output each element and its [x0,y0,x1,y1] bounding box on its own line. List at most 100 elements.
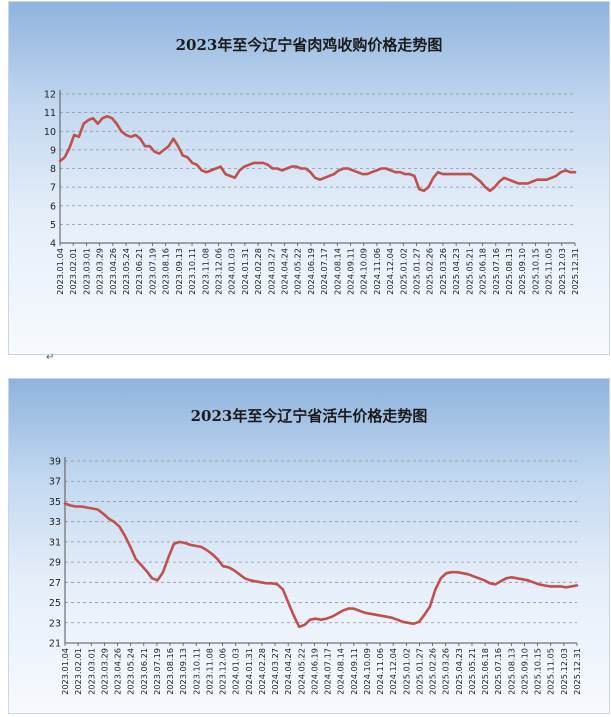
x-tick-label: 2024.04.24 [279,248,289,295]
x-tick-label: 2024.07.17 [323,648,333,695]
x-tick-label: 2023.10.11 [191,648,201,695]
x-tick-label: 2024.09.11 [349,648,359,695]
x-tick-label: 2025.04.23 [454,648,464,695]
x-tick-label: 2025.12.03 [559,648,569,695]
x-tick-label: 2023.02.01 [73,648,83,695]
x-tick-label: 2024.03.27 [266,248,276,295]
x-tick-label: 2025.06.18 [480,648,490,695]
x-tick-label: 2023.08.16 [161,248,171,295]
x-tick-label: 2024.01.03 [227,248,237,295]
x-tick-label: 2023.09.13 [178,648,188,695]
x-tick-label: 2025.06.18 [478,248,488,295]
x-tick-label: 2023.02.01 [68,248,78,295]
x-tick-label: 2024.05.22 [296,648,306,695]
x-tick-label: 2025.08.13 [504,248,514,295]
x-tick-label: 2025.09.10 [519,648,529,695]
chicken-chart-title: 2023年至今辽宁省肉鸡收购价格走势图 [176,36,443,54]
y-tick-label: 29 [49,558,61,569]
price-series-line [63,502,579,629]
x-tick-label: 2023.08.16 [165,648,175,695]
paragraph-mark: ↵ [46,352,55,363]
x-tick-label: 2024.04.24 [283,648,293,695]
y-tick-label: 39 [49,457,61,468]
x-tick-label: 2024.11.06 [375,648,385,695]
x-tick-label: 2025.01.02 [398,248,408,295]
cattle-price-chart: 2023年至今辽宁省活牛价格走势图 21 23 25 27 29 31 33 35 37 39 20… [49,407,582,695]
x-tick-label: 2025.01.27 [414,648,424,695]
y-tick-label: 9 [50,145,56,156]
x-tick-label: 2025.01.27 [412,248,422,295]
x-tick-label: 2025.09.10 [517,248,527,295]
y-tick-label: 23 [49,618,61,629]
x-tick-label: 2024.06.19 [306,248,316,295]
x-tick-label: 2023.06.21 [139,648,149,695]
x-tick-label: 2023.12.06 [213,248,223,295]
y-tick-label: 7 [50,183,56,194]
x-tick-label: 2024.12.04 [385,248,395,295]
x-tick-label: 2025.02.26 [428,648,438,695]
x-tick-label: 2024.10.09 [359,248,369,295]
cattle-price-chart-panel: 2023年至今辽宁省活牛价格走势图 21 23 25 27 29 31 33 35 37 39 20… [8,378,610,714]
x-tick-label: 2024.01.03 [231,648,241,695]
x-tick-label: 2025.12.03 [557,248,567,295]
x-tick-label: 2025.08.13 [506,648,516,695]
x-tick-label: 2025.05.21 [464,248,474,295]
y-tick-label: 12 [44,90,56,101]
x-tick-label: 2024.07.17 [319,248,329,295]
x-tick-label: 2023.01.04 [60,648,70,695]
x-tick-label: 2023.12.06 [218,648,228,695]
x-tick-label: 2023.03.29 [99,648,109,695]
y-tick-label: 21 [49,639,61,650]
chicken-price-chart-panel: 2023年至今辽宁省肉鸡收购价格走势图 4 5 6 7 8 9 10 11 12 2023.01.… [8,1,610,355]
x-tick-label: 2023.03.29 [95,248,105,295]
x-tick-label: 2023.07.19 [147,248,157,295]
x-tick-label: 2023.03.01 [81,248,91,295]
x-tick-label: 2025.03.26 [441,648,451,695]
x-tick-label: 2025.02.26 [425,248,435,295]
x-tick-label: 2023.11.08 [204,648,214,695]
x-tick-label: 2025.05.21 [467,648,477,695]
x-tick-label: 2025.12.31 [572,648,582,695]
x-tick-label: 2023.01.04 [55,248,65,295]
x-tick-label: 2024.02.28 [253,248,263,295]
y-tick-label: 37 [49,477,61,488]
x-tick-label: 2023.05.24 [121,248,131,295]
y-tick-label: 8 [50,164,56,175]
x-tick-label: 2024.06.19 [309,648,319,695]
y-tick-label: 5 [50,220,56,231]
y-tick-label: 11 [44,108,56,119]
x-tick-label: 2025.10.15 [533,648,543,695]
y-tick-label: 25 [49,598,61,609]
x-tick-label: 2024.01.31 [240,248,250,295]
x-tick-label: 2024.01.31 [244,648,254,695]
x-tick-label: 2023.09.13 [174,248,184,295]
x-tick-label: 2025.04.23 [451,248,461,295]
x-tick-label: 2024.05.22 [293,248,303,295]
x-tick-label: 2025.07.16 [493,648,503,695]
y-tick-label: 10 [44,127,56,138]
x-tick-label: 2025.03.26 [438,248,448,295]
x-tick-label: 2023.06.21 [134,248,144,295]
cattle-chart-title: 2023年至今辽宁省活牛价格走势图 [191,407,428,425]
chicken-price-chart: 2023年至今辽宁省肉鸡收购价格走势图 4 5 6 7 8 9 10 11 12 2023.01.… [44,36,580,295]
y-tick-label: 6 [50,201,56,212]
x-tick-label: 2024.09.11 [346,248,356,295]
x-tick-label: 2023.03.01 [86,648,96,695]
x-tick-label: 2024.03.27 [270,648,280,695]
x-tick-label: 2025.11.05 [546,648,556,695]
x-tick-label: 2023.11.08 [200,248,210,295]
x-tick-label: 2024.11.06 [372,248,382,295]
x-tick-label: 2025.11.05 [544,248,554,295]
x-tick-label: 2025.10.15 [530,248,540,295]
y-tick-label: 33 [49,517,61,528]
x-tick-label: 2023.04.26 [113,648,123,695]
x-tick-label: 2023.05.24 [126,648,136,695]
x-tick-label: 2025.12.31 [570,248,580,295]
x-tick-label: 2024.02.28 [257,648,267,695]
x-tick-label: 2025.07.16 [491,248,501,295]
y-tick-label: 31 [49,537,61,548]
x-tick-label: 2023.07.19 [152,648,162,695]
x-tick-label: 2024.10.09 [362,648,372,695]
x-tick-label: 2024.12.04 [388,648,398,695]
x-tick-label: 2023.04.26 [108,248,118,295]
